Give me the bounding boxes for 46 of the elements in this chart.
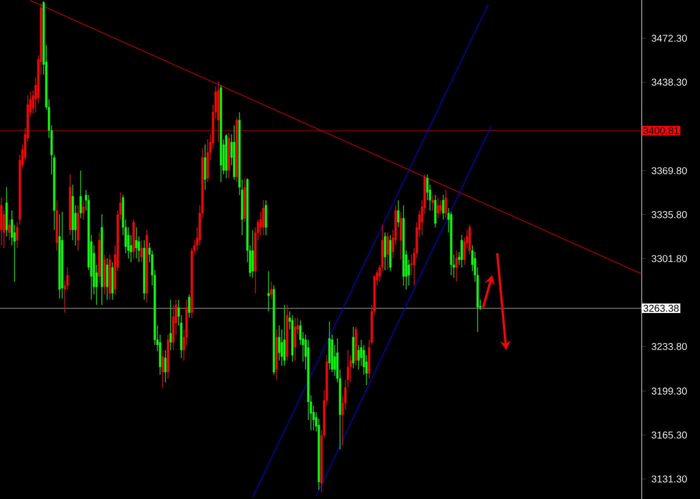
- candlestick: [80, 170, 82, 219]
- candlestick: [346, 350, 350, 388]
- candlestick: [444, 190, 447, 219]
- candlestick: [270, 281, 272, 300]
- y-tick-label: 3301.80: [652, 255, 687, 262]
- ref-line-label: 3400.81: [643, 127, 679, 134]
- candlestick: [252, 230, 254, 278]
- candlestick: [188, 294, 190, 318]
- y-tick-label: 3233.80: [652, 342, 687, 350]
- y-tick-label: 3131.30: [652, 475, 687, 482]
- candlestick: [170, 299, 172, 350]
- candlestick: [162, 350, 164, 388]
- candlestick: [432, 194, 434, 211]
- candlestick: [410, 254, 413, 276]
- y-tick-label: 3438.30: [652, 78, 687, 86]
- candlestick: [442, 194, 444, 220]
- candlestick: [436, 197, 440, 219]
- candlestick: [400, 211, 402, 260]
- candlestick: [434, 194, 436, 228]
- candlestick: [204, 144, 206, 190]
- candlestick: [164, 350, 166, 383]
- candlestick: [264, 200, 268, 236]
- candlestick: [140, 240, 143, 263]
- candlestick: [8, 219, 10, 241]
- y-tick-label: 3335.80: [652, 211, 687, 218]
- candlestick: [468, 224, 471, 255]
- candlestick: [439, 200, 442, 215]
- candlestick: [267, 270, 270, 312]
- candlestick: [280, 329, 283, 366]
- candlestick: [384, 232, 386, 270]
- ref-line-label: 3263.38: [643, 304, 679, 312]
- candlestick: [106, 258, 108, 300]
- candlestick: [82, 200, 84, 220]
- candlestick: [283, 304, 286, 366]
- candlestick: [294, 317, 296, 361]
- candlestick: [16, 222, 18, 248]
- candlestick: [386, 232, 389, 270]
- candlestick: [455, 250, 458, 282]
- y-tick-label: 3472.30: [652, 34, 687, 42]
- candlestick: [397, 200, 400, 228]
- y-tick-label: 3199.30: [652, 388, 687, 395]
- y-tick-label: 3369.80: [652, 167, 687, 174]
- y-tick-label: 3165.30: [652, 432, 687, 439]
- candlestick: [135, 226, 138, 259]
- candlestick: [460, 234, 463, 268]
- candlestick: [262, 200, 264, 236]
